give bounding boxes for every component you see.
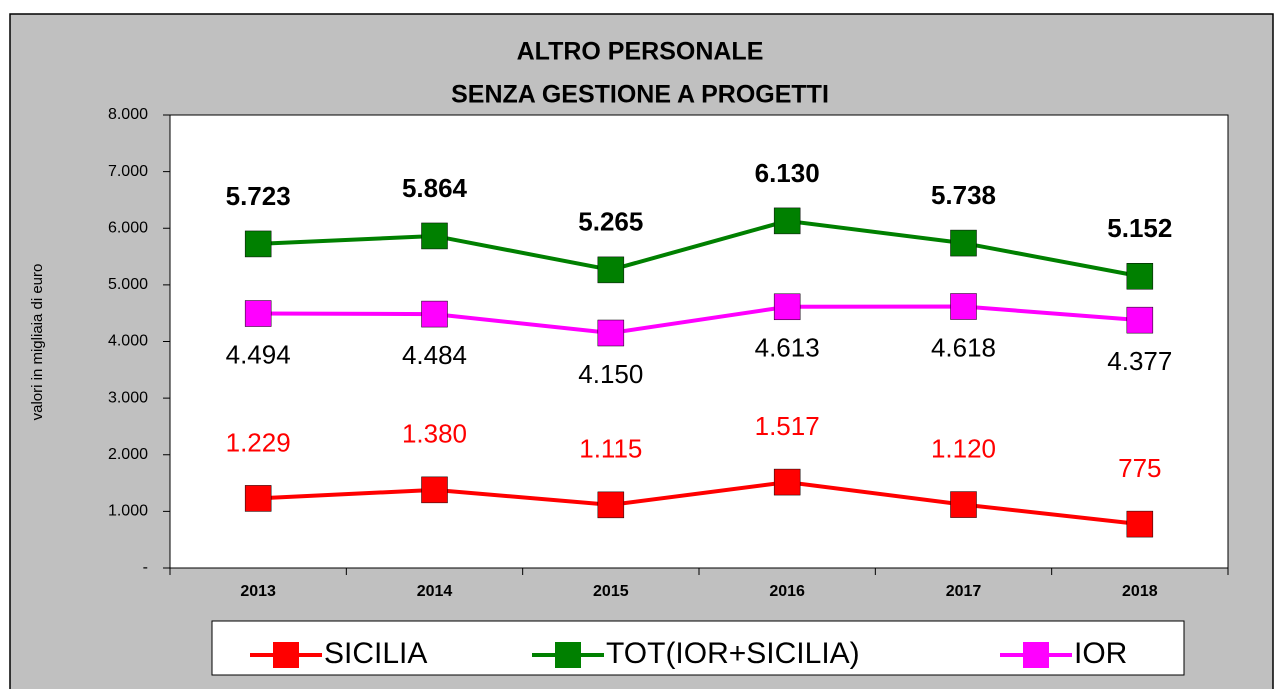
legend: [211, 620, 1185, 676]
marker: [421, 300, 448, 328]
data-label: 4.377: [1107, 346, 1172, 376]
y-tick-label: 1.000: [108, 503, 148, 520]
y-tick-label: 5.000: [108, 276, 148, 293]
marker: [421, 222, 448, 250]
marker: [773, 468, 801, 496]
y-tick-label: 7.000: [108, 163, 148, 180]
data-label: 1.120: [931, 433, 996, 463]
legend-marker: [1023, 642, 1049, 668]
data-label: 4.484: [402, 340, 467, 370]
marker: [773, 293, 801, 321]
plot-area: [169, 114, 1229, 569]
legend-label: IOR: [1074, 637, 1127, 670]
x-tick-label: 2013: [240, 583, 276, 600]
data-label: 4.494: [226, 339, 291, 369]
data-label: 1.517: [755, 411, 820, 441]
y-tick-label: -: [143, 559, 148, 576]
data-label: 5.864: [402, 173, 468, 203]
data-label: 4.618: [931, 332, 996, 362]
data-label: 5.738: [931, 180, 996, 210]
marker: [950, 229, 977, 257]
data-label: 4.613: [755, 333, 820, 363]
marker: [773, 207, 801, 235]
data-label: 775: [1118, 453, 1161, 483]
x-tick-label: 2018: [1122, 583, 1158, 600]
x-tick-label: 2017: [946, 583, 982, 600]
y-tick-label: 6.000: [108, 219, 148, 236]
marker: [597, 319, 625, 347]
y-tick-label: 8.000: [108, 106, 148, 123]
data-label: 4.150: [578, 359, 643, 389]
data-label: 5.265: [578, 207, 643, 237]
y-tick-label: 3.000: [108, 389, 148, 406]
data-label: 1.115: [579, 434, 642, 464]
y-axis-label: valori in migliaia di euro: [29, 264, 46, 421]
data-label: 6.130: [755, 158, 820, 188]
legend-label: TOT(IOR+SICILIA): [606, 637, 860, 670]
marker: [597, 491, 625, 519]
marker: [597, 256, 625, 284]
legend-marker: [273, 642, 299, 668]
marker: [1126, 263, 1154, 290]
data-label: 5.152: [1107, 213, 1172, 243]
marker: [244, 230, 272, 258]
x-tick-label: 2016: [769, 583, 805, 600]
data-label: 1.229: [226, 427, 291, 457]
series-line: [258, 218, 1141, 279]
chart-subtitle: SENZA GESTIONE A PROGETTI: [451, 81, 829, 109]
marker: [244, 300, 272, 327]
legend-label: SICILIA: [324, 637, 427, 670]
data-label: 1.380: [402, 419, 467, 449]
data-label: 5.723: [226, 181, 291, 211]
chart-title: ALTRO PERSONALE: [517, 38, 764, 66]
marker: [421, 476, 448, 504]
y-tick-label: 2.000: [108, 446, 148, 463]
series-line: [258, 304, 1140, 336]
marker: [1126, 510, 1154, 538]
legend-marker: [555, 642, 581, 668]
marker: [1126, 306, 1154, 334]
x-tick-label: 2014: [417, 583, 453, 600]
marker: [950, 491, 977, 518]
marker: [244, 485, 272, 512]
x-tick-label: 2015: [593, 583, 629, 600]
y-tick-label: 4.000: [108, 333, 148, 350]
series-line: [258, 480, 1141, 527]
marker: [950, 293, 977, 320]
